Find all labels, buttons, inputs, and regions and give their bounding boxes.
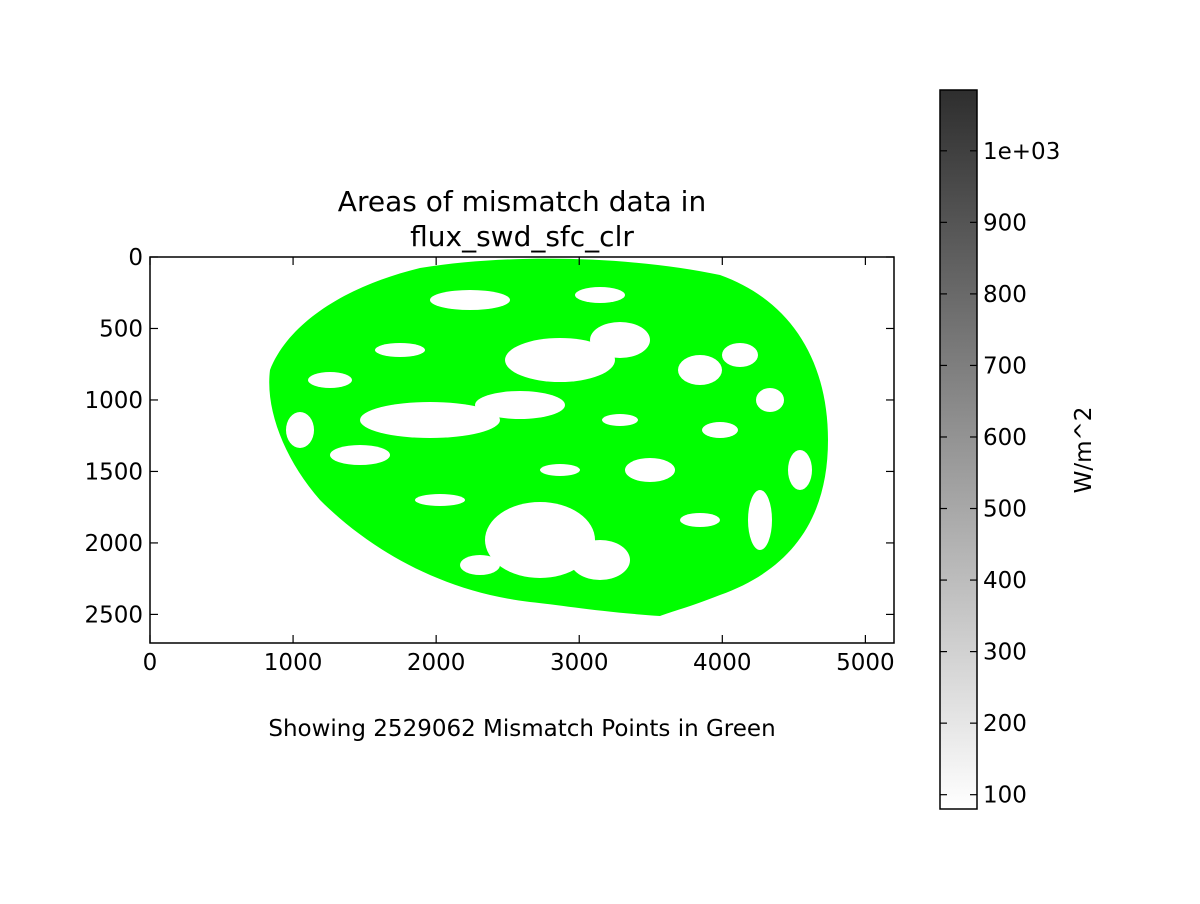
- x-tick-label: 0: [143, 650, 158, 676]
- cloud-gap: [575, 287, 625, 303]
- cloud-gap: [756, 388, 784, 412]
- y-tick-label: 2000: [84, 531, 143, 557]
- cloud-gap: [415, 494, 465, 506]
- colorbar-tick-label: 400: [983, 568, 1027, 594]
- colorbar-tick-label: 900: [983, 210, 1027, 236]
- colorbar-tick-label: 100: [983, 783, 1027, 809]
- mismatch-caption: Showing 2529062 Mismatch Points in Green: [268, 716, 775, 742]
- x-tick-label: 1000: [264, 650, 323, 676]
- cloud-gap: [505, 338, 615, 382]
- cloud-gap: [360, 402, 500, 438]
- y-tick-label: 2500: [84, 602, 143, 628]
- cloud-gap: [702, 422, 738, 438]
- colorbar-ticks: 100 200 300 400 500 600 700 800 900 1e+03: [940, 139, 1060, 809]
- x-axis: 0 1000 2000 3000 4000 5000: [143, 257, 895, 676]
- colorbar-tick-label: 600: [983, 425, 1027, 451]
- colorbar-tick-label: 800: [983, 282, 1027, 308]
- cloud-gap: [722, 343, 758, 367]
- cloud-gap: [625, 458, 675, 482]
- colorbar-tick-label: 1e+03: [983, 139, 1060, 165]
- cloud-gap: [286, 412, 314, 448]
- cloud-gap: [602, 414, 638, 426]
- cloud-gap: [375, 343, 425, 357]
- mismatch-region: [269, 258, 828, 616]
- chart-title-line1: Areas of mismatch data in: [338, 185, 706, 218]
- cloud-gaps: [286, 287, 812, 580]
- y-tick-label: 500: [99, 316, 143, 342]
- x-tick-label: 4000: [693, 650, 752, 676]
- cloud-gap: [748, 490, 772, 550]
- colorbar-tick-label: 700: [983, 353, 1027, 379]
- cloud-gap: [680, 513, 720, 527]
- cloud-gap: [540, 464, 580, 476]
- y-tick-label: 1500: [84, 459, 143, 485]
- cloud-gap: [475, 391, 565, 419]
- y-tick-label: 1000: [84, 388, 143, 414]
- cloud-gap: [460, 555, 500, 575]
- colorbar: [939, 89, 978, 810]
- cloud-gap: [430, 290, 510, 310]
- plot-border: [149, 256, 895, 644]
- y-axis: 0 500 1000 1500 2000 2500: [84, 245, 894, 628]
- cloud-gap: [330, 445, 390, 465]
- colorbar-label: W/m^2: [1071, 407, 1097, 494]
- colorbar-tick-label: 200: [983, 711, 1027, 737]
- cloud-gap: [485, 502, 595, 578]
- colorbar-tick-label: 500: [983, 497, 1027, 523]
- y-tick-label: 0: [128, 245, 143, 271]
- x-tick-label: 3000: [550, 650, 609, 676]
- x-tick-label: 5000: [836, 650, 895, 676]
- cloud-gap: [788, 450, 812, 490]
- cloud-gap: [570, 540, 630, 580]
- cloud-gap: [308, 372, 352, 388]
- chart-title-line2: flux_swd_sfc_clr: [410, 220, 634, 253]
- cloud-gap: [678, 355, 722, 385]
- cloud-gap: [590, 322, 650, 358]
- x-tick-label: 2000: [407, 650, 466, 676]
- colorbar-tick-label: 300: [983, 640, 1027, 666]
